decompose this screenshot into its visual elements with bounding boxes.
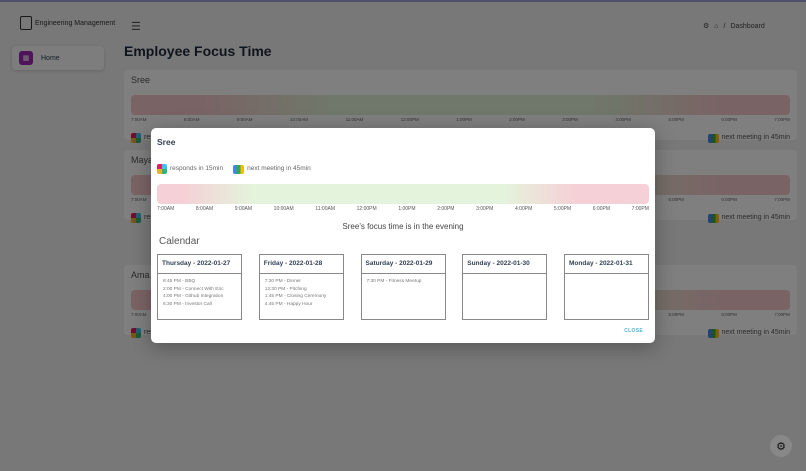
calendar-event[interactable]: 7:30 PM - Fitness Meetup bbox=[366, 279, 422, 284]
time-label: 11:00AM bbox=[315, 206, 335, 212]
time-label: 7:00PM bbox=[631, 206, 649, 212]
calendar-heading: Calendar bbox=[159, 236, 200, 247]
settings-fab[interactable]: ⚙ bbox=[770, 435, 792, 457]
calendar-day: Thursday - 2022-01-27 8:45 PM - BBQ 2:00 P… bbox=[157, 254, 242, 320]
time-label: 2:00PM bbox=[437, 206, 455, 212]
day-title: Thursday - 2022-01-27 bbox=[158, 255, 241, 274]
slack-icon bbox=[157, 164, 167, 174]
day-title: Saturday - 2022-01-29 bbox=[361, 255, 445, 274]
time-label: 10:00AM bbox=[273, 206, 294, 212]
gear-icon: ⚙ bbox=[776, 440, 786, 453]
day-title: Monday - 2022-01-31 bbox=[565, 255, 648, 274]
calendar-event[interactable]: 4:00 PM - Github Integration bbox=[163, 294, 224, 299]
calendar-day: Friday - 2022-01-28 7:30 PM - Dinner 12:30… bbox=[258, 254, 344, 320]
time-label: 1:00PM bbox=[398, 206, 416, 212]
time-label: 5:00PM bbox=[553, 206, 572, 212]
modal-title: Sree bbox=[157, 137, 176, 147]
time-label: 3:00PM bbox=[476, 206, 494, 212]
time-label: 4:00PM bbox=[515, 206, 533, 212]
responds-text: responds in 15min bbox=[170, 165, 224, 172]
time-label: 8:00AM bbox=[195, 206, 214, 212]
focus-summary: Sree's focus time is in the evening bbox=[342, 222, 464, 231]
close-button[interactable]: CLOSE bbox=[624, 328, 643, 334]
focus-time-bar bbox=[157, 184, 649, 204]
calendar-day: Saturday - 2022-01-29 7:30 PM - Fitness M… bbox=[360, 254, 446, 320]
time-axis: 7:00AM 8:00AM 9:00AM 10:00AM 11:00AM 12:00PM 1… bbox=[157, 206, 649, 212]
calendar-event[interactable]: 6:30 PM - Investor Call bbox=[163, 301, 212, 307]
time-label: 9:00AM bbox=[234, 206, 253, 212]
calendar-event[interactable]: 8:45 PM - BBQ bbox=[163, 279, 196, 284]
time-label: 7:00AM bbox=[157, 206, 175, 212]
calendar-event[interactable]: 7:30 PM - Dinner bbox=[264, 279, 302, 284]
meeting-text: next meeting in 45min bbox=[247, 165, 311, 172]
calendar-event[interactable]: 2:00 PM - Connect With Eric bbox=[163, 286, 224, 292]
time-label: 6:00PM bbox=[592, 206, 611, 212]
google-meet-icon bbox=[233, 164, 245, 174]
calendar-event[interactable]: 1:45 PM - Closing Ceremony bbox=[264, 294, 327, 299]
time-label: 12:00PM bbox=[356, 206, 377, 212]
employee-detail-modal: Sree responds in 15min next meeting in 4… bbox=[151, 128, 655, 343]
day-title: Friday - 2022-01-28 bbox=[259, 255, 343, 274]
calendar-day: Sunday - 2022-01-30 bbox=[462, 254, 548, 320]
calendar-event[interactable]: 4:45 PM - Happy Hour bbox=[264, 301, 313, 307]
day-title: Sunday - 2022-01-30 bbox=[463, 255, 547, 274]
calendar-day: Monday - 2022-01-31 bbox=[564, 254, 649, 320]
calendar-event[interactable]: 12:30 PM - Pitching bbox=[264, 286, 307, 292]
